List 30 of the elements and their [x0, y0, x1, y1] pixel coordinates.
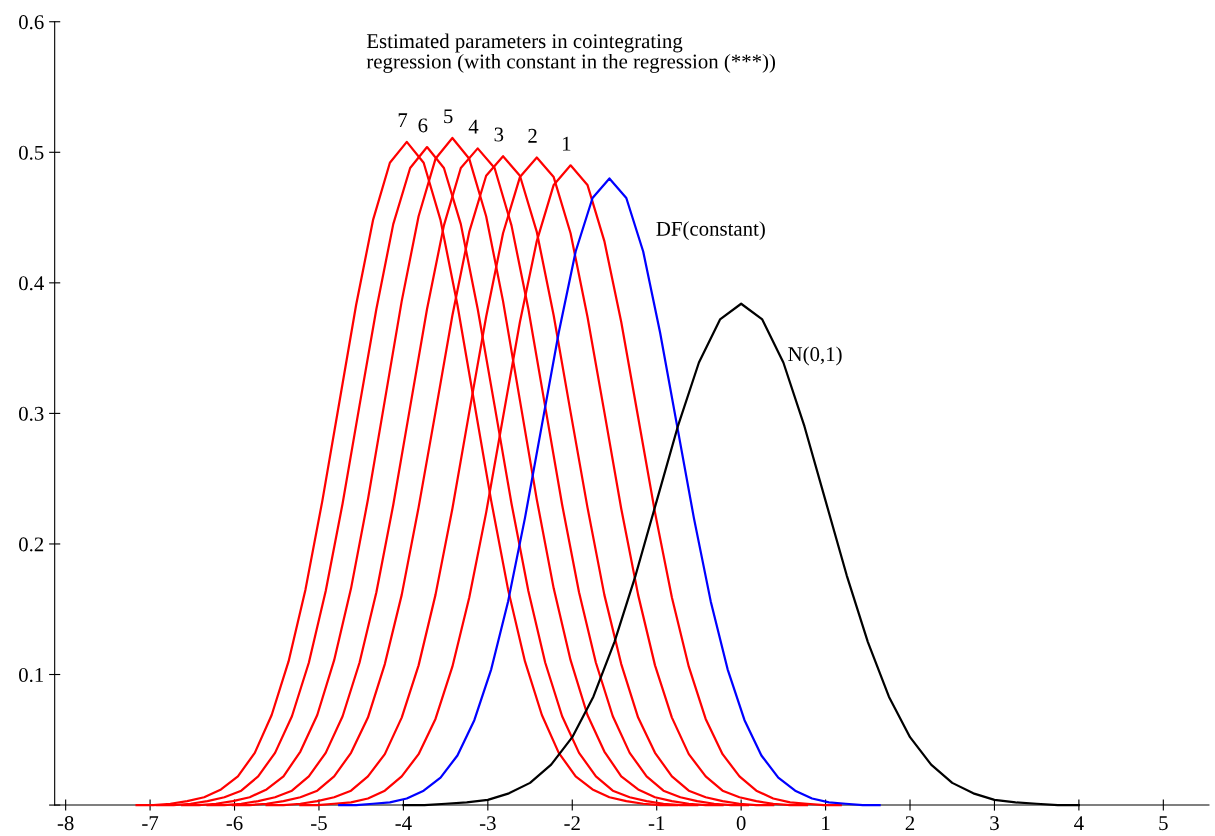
series-label: 3: [494, 127, 504, 142]
x-tick-label: -2: [564, 816, 580, 830]
x-tick-label: 2: [905, 816, 915, 830]
y-tick-label: 0.1: [19, 667, 44, 683]
x-tick-label: -5: [311, 816, 327, 831]
y-tick-label: 0.6: [19, 15, 44, 30]
series-label: 4: [468, 119, 479, 134]
series-label: 2: [528, 128, 537, 143]
x-tick-label: 5: [1159, 816, 1168, 831]
x-tick-label: -1: [648, 816, 665, 830]
x-tick-label: -6: [226, 816, 243, 831]
series-label: 5: [444, 109, 453, 124]
series-label: 7: [398, 113, 408, 127]
annotation: Estimated parameters in cointegrating regression (with constant in the regression (***)): [366, 33, 776, 73]
y-tick-label: 0.3: [19, 406, 44, 421]
y-tick-label: 0.5: [19, 145, 44, 160]
x-tick-label: -7: [142, 816, 159, 830]
series-label: DF(constant): [656, 221, 765, 241]
x-tick-label: 0: [736, 816, 746, 831]
series-label: 1: [562, 136, 571, 151]
x-tick-label: -3: [479, 816, 496, 831]
x-tick-label: 1: [822, 816, 830, 830]
x-tick-label: 4: [1074, 816, 1084, 830]
y-tick-label: 0.4: [19, 276, 44, 291]
x-tick-label: -4: [395, 816, 412, 830]
x-tick-label: -8: [57, 816, 74, 831]
series-label: 6: [418, 118, 428, 133]
series-label: N(0,1): [788, 346, 842, 366]
y-tick-label: 0.2: [19, 537, 44, 552]
x-tick-label: 3: [990, 816, 999, 831]
